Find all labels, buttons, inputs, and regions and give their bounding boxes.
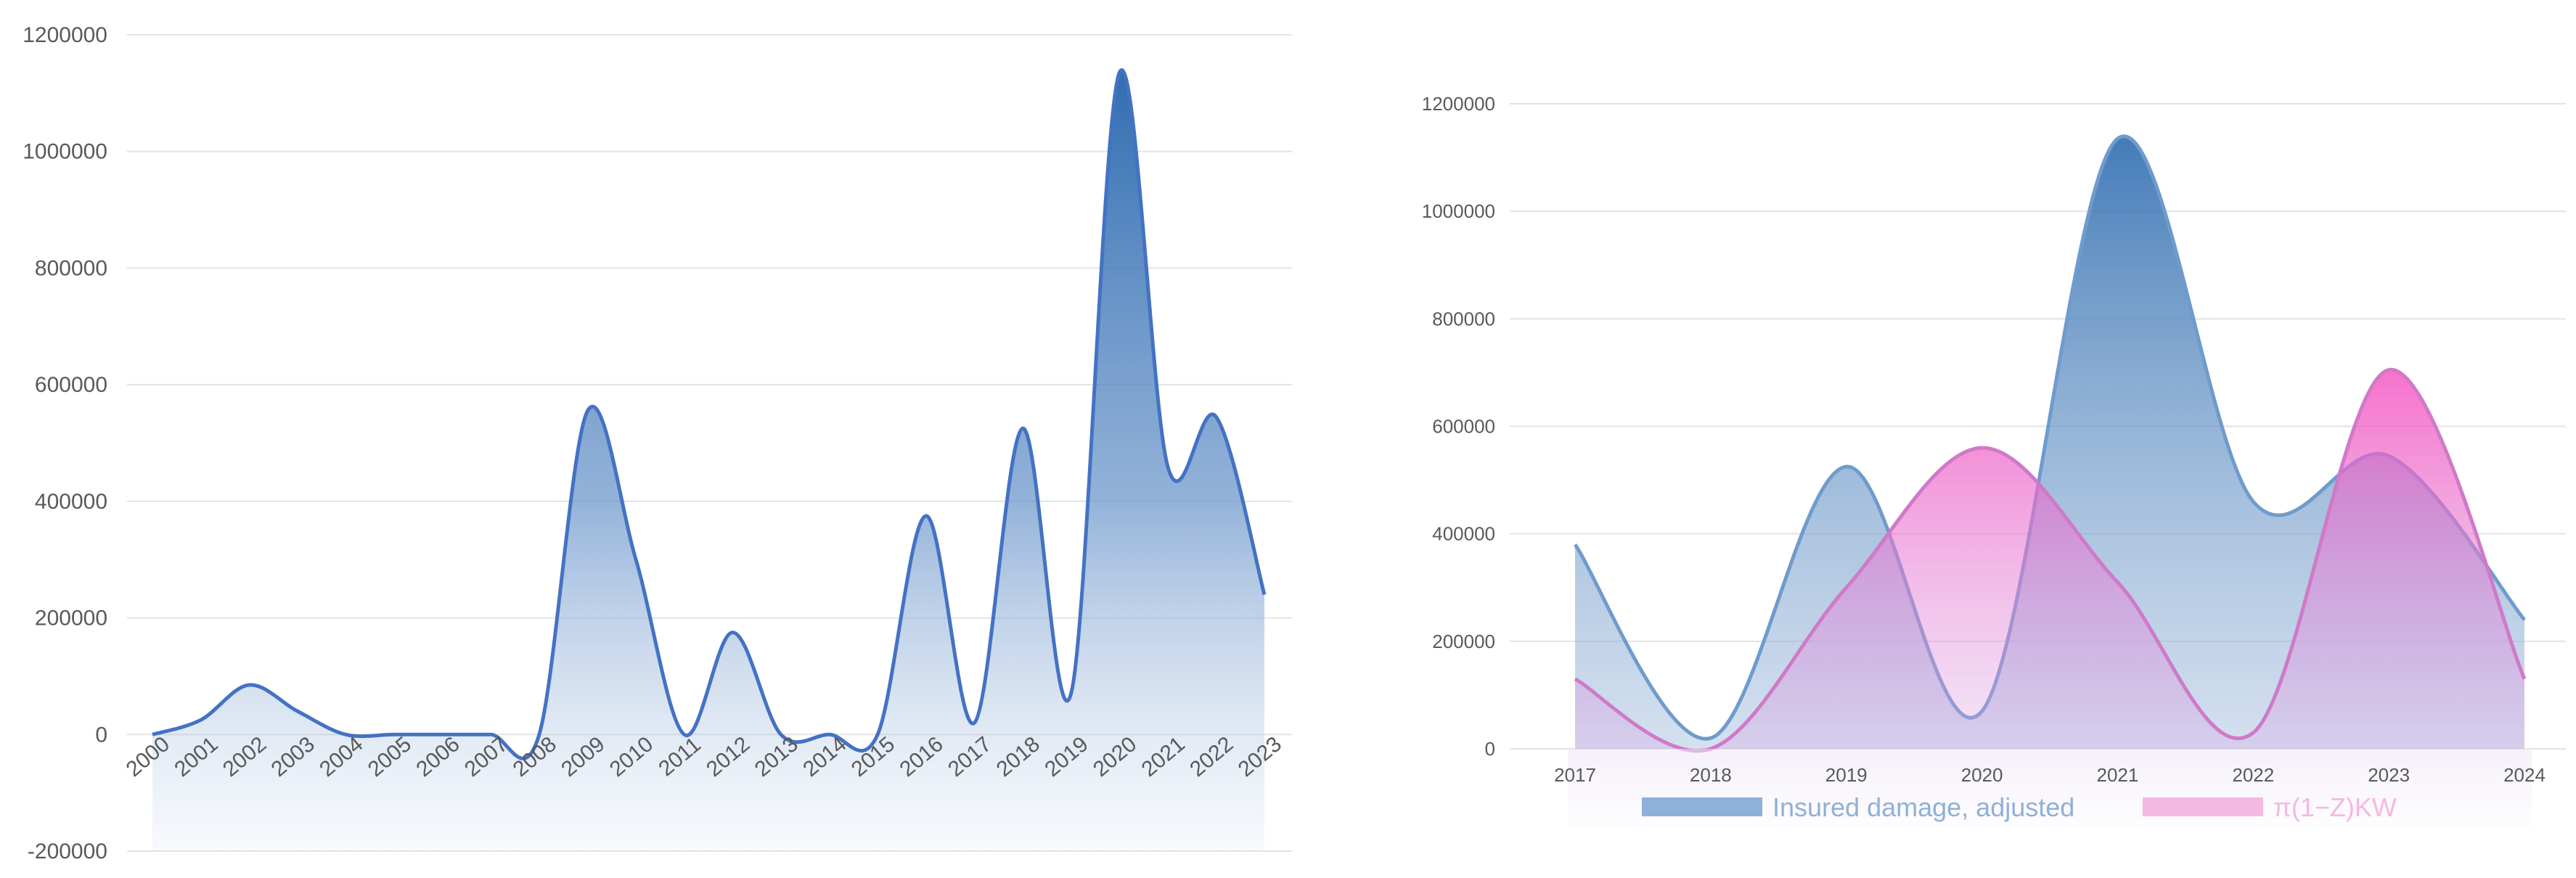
x-tick-label: 2019 bbox=[1825, 764, 1868, 786]
y-tick-label: 800000 bbox=[35, 256, 107, 280]
right-area-chart: 0 200000 400000 600000 800000 1000000 1200000 2… bbox=[1422, 93, 2566, 829]
y-tick-label: 0 bbox=[95, 723, 107, 747]
y-tick-label: 1000000 bbox=[1422, 200, 1495, 222]
x-tick-label: 2022 bbox=[2232, 764, 2274, 786]
y-tick-label: -200000 bbox=[28, 840, 107, 863]
y-tick-label: 200000 bbox=[35, 607, 107, 631]
y-tick-label: 600000 bbox=[1432, 416, 1495, 438]
y-tick-label: 1200000 bbox=[23, 23, 107, 47]
legend-swatch-2 bbox=[2143, 797, 2263, 816]
left-area-chart: -200000 0 200000 400000 600000 800000 1000000 1… bbox=[23, 23, 1292, 863]
x-tick-label: 2017 bbox=[1554, 764, 1596, 786]
y-tick-label: 200000 bbox=[1432, 631, 1495, 652]
x-tick-label: 2020 bbox=[1961, 764, 2003, 786]
series-line bbox=[152, 68, 1267, 760]
y-tick-label: 400000 bbox=[1432, 523, 1495, 545]
y-tick-label: 1000000 bbox=[23, 140, 107, 164]
y-tick-label: 600000 bbox=[35, 373, 107, 397]
series-line-2 bbox=[1574, 368, 2527, 753]
y-tick-label: 1200000 bbox=[1422, 93, 1495, 115]
legend-swatch-1 bbox=[1642, 797, 1762, 816]
x-tick-label: 2024 bbox=[2503, 764, 2546, 786]
x-tick-label: 2018 bbox=[1690, 764, 1732, 786]
series-line-1 bbox=[1573, 134, 2526, 741]
series-area-1 bbox=[1575, 136, 2524, 749]
y-tick-label: 0 bbox=[1485, 738, 1495, 760]
series-area bbox=[152, 70, 1264, 851]
y-tick-label: 400000 bbox=[35, 490, 107, 514]
series-area-2 bbox=[1575, 369, 2524, 751]
y-tick-label: 800000 bbox=[1432, 308, 1495, 329]
legend-label-2: π(1−Z)KW bbox=[2273, 792, 2397, 822]
x-tick-label: 2021 bbox=[2097, 764, 2139, 786]
x-tick-label: 2023 bbox=[2368, 764, 2410, 786]
legend-label-1: Insured damage, adjusted bbox=[1772, 792, 2074, 822]
